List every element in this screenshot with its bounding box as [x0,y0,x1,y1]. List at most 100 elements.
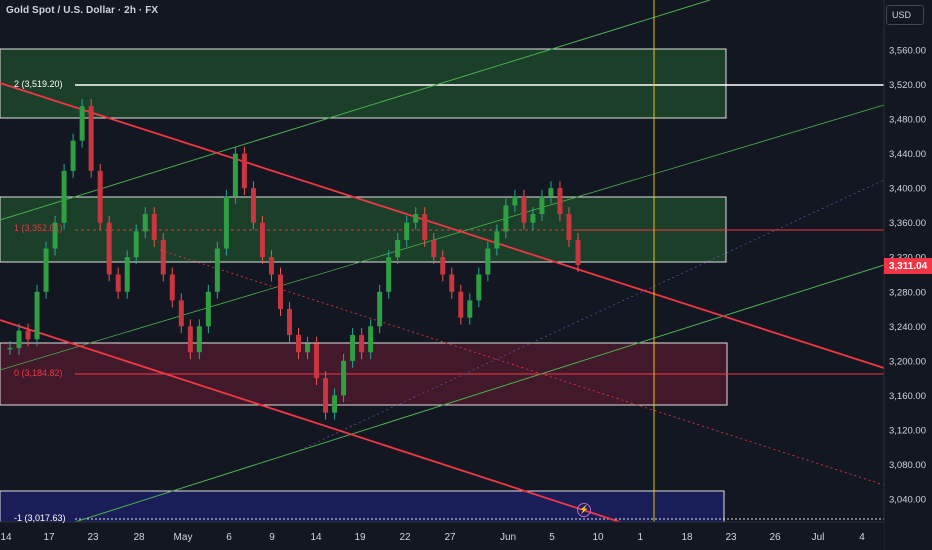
y-tick-label: 3,120.00 [889,425,926,436]
candle-body [521,196,527,223]
x-tick-label: 28 [133,532,145,543]
candle-body [187,326,193,353]
upper-demand-zone[interactable] [0,48,727,119]
y-tick-label: 3,480.00 [889,115,926,126]
candle-body [79,106,85,141]
candle-body [160,239,166,275]
candle-body [169,274,175,301]
candle-body [16,330,22,348]
green-channel-lower[interactable] [74,264,885,523]
candle-body [404,222,410,240]
candle-body [413,214,419,223]
candle-body [548,188,554,197]
candle-body [305,343,311,353]
x-tick-label: 17 [43,532,55,543]
candle-body [61,170,67,223]
x-tick-label: 14 [310,532,322,543]
currency-button[interactable]: USD [886,5,924,25]
candle-body [440,257,446,275]
candle-body [232,153,238,197]
x-tick-label: Jun [500,532,516,543]
candle-body [458,291,464,318]
candle-body [151,214,157,240]
red-downtrend-upper[interactable] [0,82,885,369]
candle-body [115,274,121,292]
candle-body [286,309,292,335]
red-downtrend-lower[interactable] [0,319,621,523]
purple-guide-line [299,179,885,451]
x-tick-label: 4 [859,532,865,543]
x-tick-label: 18 [681,532,693,543]
candle-body [277,274,283,310]
candle-body [512,196,518,206]
candle-body [88,106,94,171]
candle-body [323,378,329,413]
x-tick-label: 5 [549,532,555,543]
y-tick-label: 3,360.00 [889,218,926,229]
y-tick-label: 3,080.00 [889,460,926,471]
candle-body [7,347,13,350]
candle-body [368,326,374,353]
candle-body [214,248,220,292]
candle-body [124,257,130,292]
x-tick-label: 22 [399,532,411,543]
x-tick-label: May [174,532,193,543]
y-tick-label: 3,400.00 [889,184,926,195]
candle-body [332,395,338,413]
candle-body [259,222,265,258]
flash-icon[interactable]: ⚡ [577,503,591,517]
symbol-title: Gold Spot / U.S. Dollar · 2h · FX [6,5,159,16]
green-channel-upper[interactable] [0,0,711,221]
candle-body [196,326,202,353]
candle-body [530,214,536,223]
x-tick-label: 6 [226,532,232,543]
x-tick-label: 23 [87,532,99,543]
fib-level-0-label: 0 (3,184.82) [14,368,63,378]
x-tick-label: Jul [812,532,825,543]
candle-body [34,291,40,340]
candle-body [377,291,383,327]
candle-body [350,334,356,361]
candle-body [575,239,581,266]
y-tick-label: 3,440.00 [889,149,926,160]
price-axis-panel[interactable] [884,0,932,550]
x-tick-label: 23 [725,532,737,543]
x-tick-label: 14 [0,532,12,543]
y-tick-label: 3,560.00 [889,46,926,57]
candle-body [359,334,365,353]
y-tick-label: 3,280.00 [889,287,926,298]
candle-body [52,222,58,249]
fib-level-minus1-label: -1 (3,017.63) [14,513,66,523]
fib-level-1-label: 1 (3,352.01) [14,223,63,233]
x-tick-label: 10 [592,532,604,543]
time-axis-panel[interactable] [0,522,884,550]
candle-body [97,170,103,223]
y-tick-label: 3,240.00 [889,322,926,333]
candle-body [205,291,211,327]
candle-body [268,257,274,275]
candle-body [476,274,482,301]
candle-body [142,214,148,232]
candle-body [133,231,139,258]
candle-body [250,188,256,223]
candle-body [557,188,563,215]
y-tick-label: 3,040.00 [889,495,926,506]
candle-body [494,231,500,249]
green-channel-middle[interactable] [0,104,885,371]
candle-body [503,205,509,232]
candle-body [70,140,76,171]
candle-body [43,248,49,292]
x-tick-label: 19 [354,532,366,543]
candle-body [296,334,302,353]
candle-body [395,239,401,258]
candle-body [25,330,31,340]
candle-body [223,196,229,249]
candle-body [485,248,491,275]
candle-body [241,153,247,189]
candle-body [566,214,572,240]
candle-body [341,360,347,396]
bottom-zone[interactable] [0,490,725,523]
fib-level-2-label: 2 (3,519.20) [14,79,63,89]
x-tick-label: 9 [269,532,275,543]
